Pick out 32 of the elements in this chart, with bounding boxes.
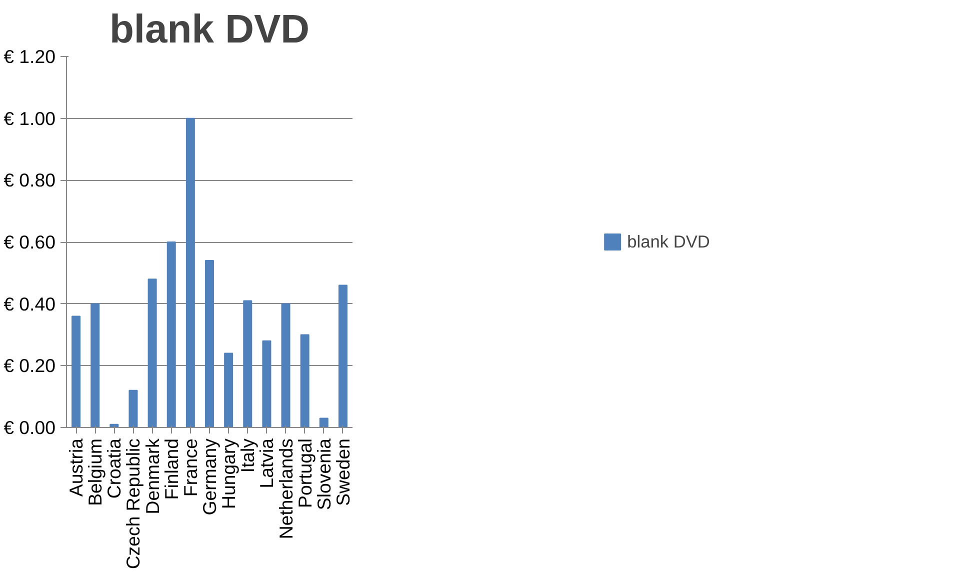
- bar: [148, 278, 157, 428]
- bar: [204, 260, 214, 428]
- x-tick-label: Netherlands: [275, 438, 296, 540]
- bar: [300, 334, 310, 428]
- legend-label: blank DVD: [627, 231, 710, 252]
- bar: [186, 118, 195, 428]
- x-tick-label: Czech Republic: [122, 438, 144, 570]
- y-tick-label: € 0.40: [4, 293, 56, 314]
- bar: [224, 352, 234, 428]
- x-tick-label: France: [180, 438, 201, 497]
- x-tick-label: Belgium: [84, 438, 106, 506]
- x-tick-label: Austria: [66, 438, 87, 497]
- bar: [72, 316, 81, 428]
- bar: [166, 242, 176, 428]
- x-tick-label: Finland: [160, 438, 182, 500]
- bar: [243, 300, 252, 428]
- x-tick-label: Germany: [199, 438, 220, 516]
- bar: [319, 418, 328, 428]
- y-tick-label: € 0.20: [4, 355, 56, 376]
- y-tick-label: € 0.00: [4, 417, 56, 438]
- bar: [338, 284, 348, 428]
- bar: [128, 390, 138, 428]
- bar: [281, 303, 290, 428]
- y-tick-label: € 1.20: [4, 46, 56, 67]
- y-tick-label: € 0.80: [4, 170, 56, 191]
- y-tick-label: € 1.00: [4, 108, 56, 129]
- chart-title: blank DVD: [109, 8, 310, 52]
- bar: [262, 340, 272, 428]
- y-tick-label: € 0.60: [4, 232, 56, 252]
- x-tick-label: Portugal: [294, 438, 316, 508]
- bar: [90, 303, 100, 428]
- x-tick-label: Sweden: [332, 438, 354, 506]
